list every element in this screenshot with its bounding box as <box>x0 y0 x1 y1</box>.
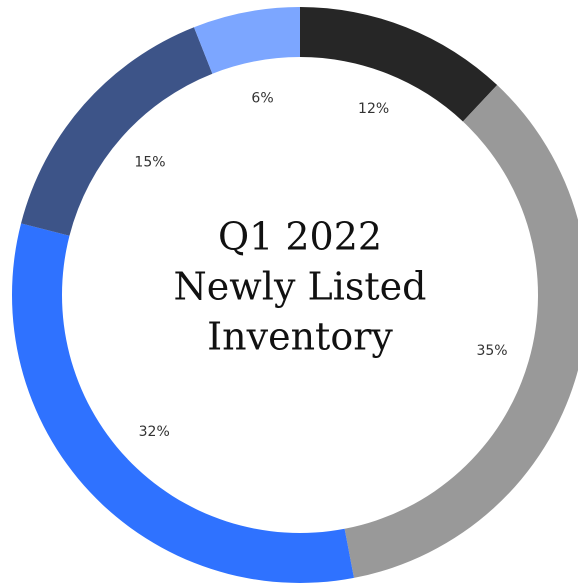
donut-slice <box>11 223 354 583</box>
data-label: 32% <box>139 424 170 440</box>
chart-title: Inventory <box>207 315 393 359</box>
chart-title: Newly Listed <box>174 265 427 309</box>
data-label: 12% <box>358 101 389 117</box>
data-label: 15% <box>134 155 165 171</box>
donut <box>11 7 578 583</box>
chart-title: Q1 2022 <box>218 215 382 259</box>
donut-slice <box>21 27 213 236</box>
donut-slice <box>300 7 498 122</box>
donut-slice <box>344 85 578 578</box>
donut-slice <box>193 7 300 74</box>
data-label: 35% <box>476 343 507 359</box>
data-label: 6% <box>251 91 273 107</box>
